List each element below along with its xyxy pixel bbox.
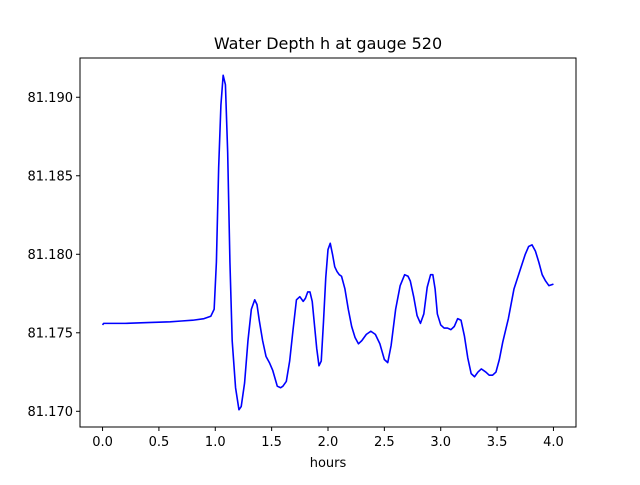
x-axis-label: hours: [310, 456, 347, 471]
x-tick-label: 1.5: [261, 435, 282, 450]
x-tick-label: 4.0: [543, 435, 564, 450]
y-tick-label: 81.180: [28, 248, 74, 263]
y-tick-label: 81.190: [28, 91, 74, 106]
axes-frame: [79, 57, 577, 428]
y-tick-layer: 81.170 81.175 81.180 81.185 81.190: [28, 91, 80, 420]
x-tick-label: 0.5: [149, 435, 170, 450]
y-tick-label: 81.170: [28, 405, 74, 420]
y-tick-label: 81.185: [28, 169, 74, 184]
plot-layer: [101, 74, 554, 411]
series-line-0: [101, 74, 554, 411]
x-tick-label: 3.5: [487, 435, 508, 450]
x-tick-label: 1.0: [205, 435, 226, 450]
x-tick-label: 3.0: [430, 435, 451, 450]
x-tick-label: 0.0: [92, 435, 113, 450]
x-tick-label: 2.0: [318, 435, 339, 450]
y-tick-label: 81.175: [28, 326, 74, 341]
x-tick-label: 2.5: [374, 435, 395, 450]
x-tick-layer: 0.0 0.5 1.0 1.5 2.0 2.5 3.0 3.5 4.0: [92, 427, 564, 450]
chart-title: Water Depth h at gauge 520: [214, 34, 442, 53]
